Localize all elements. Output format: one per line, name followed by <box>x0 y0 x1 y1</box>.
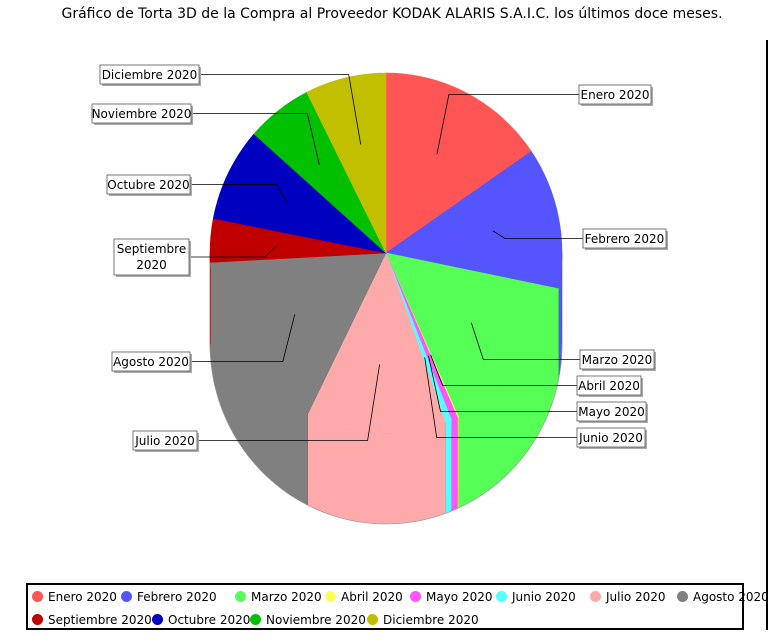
legend-item: Febrero 2020 <box>121 589 217 605</box>
leader-line <box>199 74 362 145</box>
slice-label-text: Diciembre 2020 <box>102 68 198 82</box>
slice-label-text: Febrero 2020 <box>585 232 665 246</box>
label-box <box>578 84 652 105</box>
legend-item: Junio 2020 <box>496 589 576 605</box>
legend-label: Diciembre 2020 <box>383 613 479 627</box>
leader-line <box>436 94 579 155</box>
pie-bottom-edge <box>209 343 563 525</box>
label-box <box>576 375 642 396</box>
label-box <box>582 228 667 249</box>
slice-label-text: Octubre 2020 <box>107 178 189 192</box>
leader-line <box>492 230 583 239</box>
slice-label-text: Noviembre 2020 <box>92 107 192 121</box>
legend-swatch <box>250 614 261 625</box>
slice-label-text: Julio 2020 <box>134 434 195 448</box>
legend-label: Octubre 2020 <box>168 613 251 627</box>
legend-item: Julio 2020 <box>590 589 666 605</box>
pie-slice-marzo-2020 <box>385 252 559 418</box>
pie-wall-junio-2020 <box>445 419 452 514</box>
slice-labels: Enero 2020 Febrero 2020 Marzo 2020 Abril 20… <box>91 64 668 452</box>
legend-label: Abril 2020 <box>341 590 403 604</box>
legend-label: Junio 2020 <box>512 590 576 604</box>
legend-label: Marzo 2020 <box>251 590 322 604</box>
legend-label: Enero 2020 <box>48 590 117 604</box>
slice-label-text: Abril 2020 <box>578 379 640 393</box>
legend-label: Febrero 2020 <box>137 590 217 604</box>
legend-swatch <box>677 591 688 602</box>
pie-slice-septiembre-2020 <box>209 218 387 263</box>
legend-item: Mayo 2020 <box>410 589 493 605</box>
slice-label-text: Septiembre <box>117 242 186 256</box>
legend-item: Enero 2020 <box>32 589 117 605</box>
slice-label-text: Enero 2020 <box>581 88 650 102</box>
label-box <box>91 103 192 124</box>
legend-label: Agosto 2020 <box>693 590 769 604</box>
legend-swatch <box>590 591 601 602</box>
legend-swatch <box>32 614 43 625</box>
legend-label: Mayo 2020 <box>426 590 493 604</box>
label-box <box>113 238 190 276</box>
legend-label: Julio 2020 <box>606 590 666 604</box>
slice-label-text: Mayo 2020 <box>578 405 645 419</box>
label-box <box>111 351 191 372</box>
legend-item: Agosto 2020 <box>677 589 769 605</box>
legend-item: Abril 2020 <box>325 589 403 605</box>
label-box <box>99 64 200 85</box>
pie-slice-enero-2020 <box>385 72 532 254</box>
pie-slice-noviembre-2020 <box>253 91 387 254</box>
legend-item: Octubre 2020 <box>152 612 250 628</box>
legend-swatch <box>235 591 246 602</box>
pie-side-walls <box>209 252 563 525</box>
label-box <box>579 349 655 370</box>
leader-line <box>191 113 320 165</box>
pie-slice-diciembre-2020 <box>306 72 387 254</box>
leader-line <box>428 355 577 412</box>
legend-item: Diciembre 2020 <box>367 612 479 628</box>
legend-swatch <box>121 591 132 602</box>
pie-wall-mayo-2020 <box>451 417 458 512</box>
frame-border <box>766 40 768 630</box>
legend-swatch <box>152 614 163 625</box>
legend: Enero 2020 Febrero 2020 Marzo 2020 Abril 20… <box>26 583 769 630</box>
label-box <box>132 430 198 451</box>
leader-line <box>197 364 380 441</box>
leader-line <box>424 357 577 438</box>
pie-slice-julio-2020 <box>307 252 446 434</box>
legend-swatch <box>32 591 43 602</box>
leader-line <box>190 184 289 204</box>
slice-label-text: Junio 2020 <box>578 431 643 445</box>
legend-item: Marzo 2020 <box>235 589 322 605</box>
slice-label-text: Agosto 2020 <box>113 355 189 369</box>
label-box <box>576 427 646 448</box>
pie-slice-febrero-2020 <box>385 151 563 290</box>
slice-label-text: Marzo 2020 <box>582 353 653 367</box>
leader-line <box>470 322 580 360</box>
legend-swatch <box>325 591 336 602</box>
pie-slice-octubre-2020 <box>212 133 388 254</box>
legend-item: Noviembre 2020 <box>250 612 366 628</box>
pie-chart: Enero 2020 Febrero 2020 Marzo 2020 Abril 20… <box>91 64 668 525</box>
leader-line <box>430 354 577 386</box>
label-box <box>576 401 647 422</box>
slice-label-text: 2020 <box>136 258 167 272</box>
leader-line <box>189 244 278 258</box>
chart-title: Gráfico de Torta 3D de la Compra al Prov… <box>61 6 723 22</box>
label-box <box>106 174 191 195</box>
legend-item: Septiembre 2020 <box>32 612 152 628</box>
legend-swatch <box>410 591 421 602</box>
leader-line <box>190 314 296 362</box>
pie-slice-agosto-2020 <box>209 252 387 415</box>
legend-label: Noviembre 2020 <box>266 613 366 627</box>
legend-swatch <box>367 614 378 625</box>
pie-top <box>209 72 563 434</box>
legend-label: Septiembre 2020 <box>48 613 152 627</box>
legend-swatch <box>496 591 507 602</box>
